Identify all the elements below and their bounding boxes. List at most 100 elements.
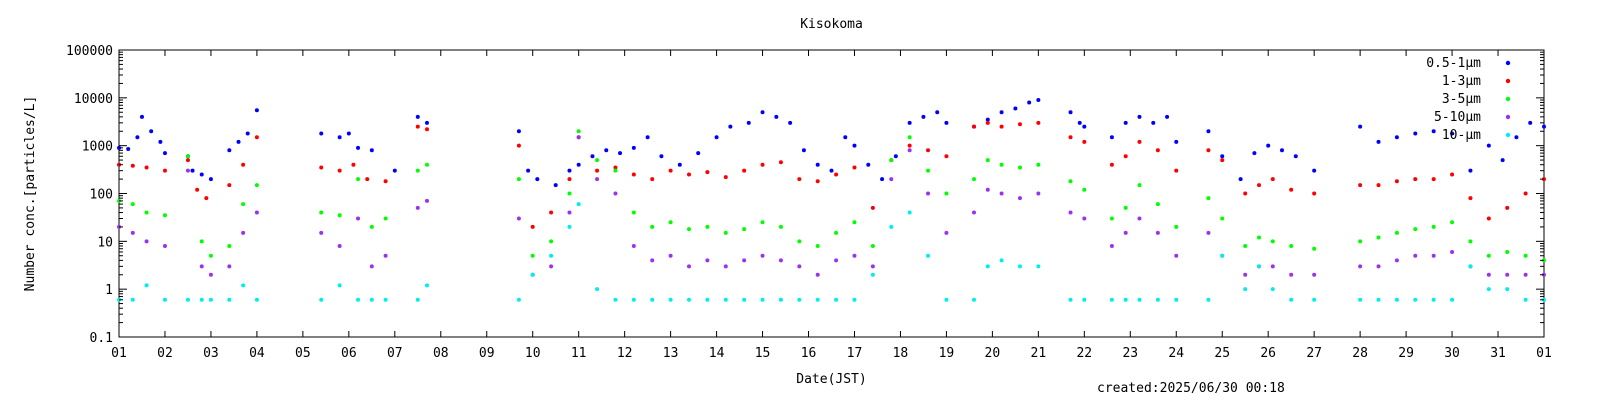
data-point xyxy=(356,145,361,150)
data-point xyxy=(880,177,885,182)
data-point xyxy=(907,135,912,140)
data-point xyxy=(162,151,167,156)
data-point xyxy=(972,177,976,182)
data-point xyxy=(1413,177,1418,182)
x-tick-label: 20 xyxy=(985,346,1001,361)
data-point xyxy=(254,135,259,140)
data-point xyxy=(1243,243,1248,248)
data-point xyxy=(815,297,820,302)
data-point xyxy=(985,187,990,192)
data-point xyxy=(797,177,802,182)
data-point xyxy=(714,135,719,140)
data-point xyxy=(815,243,820,248)
data-point xyxy=(144,239,149,244)
data-point xyxy=(415,124,420,129)
data-point xyxy=(204,196,209,201)
data-point xyxy=(1137,297,1142,302)
x-tick-label: 29 xyxy=(1398,346,1414,361)
data-point xyxy=(742,227,747,232)
x-tick-label: 28 xyxy=(1352,346,1368,361)
data-point xyxy=(241,162,246,167)
data-point xyxy=(1220,158,1225,163)
data-point xyxy=(1082,216,1087,221)
data-point xyxy=(650,258,655,263)
data-point xyxy=(1431,253,1436,258)
data-point xyxy=(1082,297,1087,302)
data-point xyxy=(1450,172,1455,177)
data-point xyxy=(1468,168,1473,173)
data-point xyxy=(834,297,839,302)
data-point xyxy=(595,158,600,163)
data-point xyxy=(843,135,848,140)
data-point xyxy=(1431,129,1436,134)
data-point xyxy=(815,272,820,277)
data-point xyxy=(516,143,521,148)
data-point xyxy=(337,135,342,140)
data-point xyxy=(424,283,429,288)
data-point xyxy=(149,129,154,134)
data-point xyxy=(356,297,361,302)
x-axis-ticks: 01 02 03 04 05 06 07 08 09 10 11 12 13 14 15 16 17 18 19 20… xyxy=(111,50,1552,361)
data-point xyxy=(760,110,765,115)
data-point xyxy=(549,210,554,215)
data-point xyxy=(356,177,361,182)
data-point xyxy=(553,183,558,188)
data-point xyxy=(185,158,190,163)
data-point xyxy=(1109,162,1114,167)
data-point xyxy=(227,297,232,302)
data-point xyxy=(907,143,912,148)
data-point xyxy=(241,283,246,288)
x-tick-label: 13 xyxy=(663,346,679,361)
data-point xyxy=(516,177,521,182)
data-point xyxy=(797,239,802,244)
x-tick-label: 24 xyxy=(1168,346,1184,361)
x-tick-label: 02 xyxy=(157,346,173,361)
x-tick-label: 18 xyxy=(893,346,909,361)
data-point xyxy=(677,162,682,167)
data-point xyxy=(1270,264,1275,269)
data-point xyxy=(162,213,167,218)
data-point xyxy=(778,297,783,302)
data-point xyxy=(926,191,931,196)
x-tick-label: 25 xyxy=(1214,346,1230,361)
data-point xyxy=(1036,162,1041,167)
x-tick-label: 07 xyxy=(387,346,403,361)
data-point xyxy=(1137,183,1142,188)
y-tick-label: 10000 xyxy=(74,92,113,107)
data-point xyxy=(999,110,1004,115)
data-point xyxy=(972,124,976,129)
data-point xyxy=(1523,253,1528,258)
data-point xyxy=(130,297,135,302)
data-point xyxy=(1358,239,1363,244)
data-point xyxy=(185,297,190,302)
data-point xyxy=(705,224,710,229)
data-point xyxy=(618,151,623,156)
data-point xyxy=(1243,272,1248,277)
data-point xyxy=(797,297,802,302)
data-point xyxy=(1413,297,1418,302)
data-point xyxy=(144,165,149,170)
data-point xyxy=(1082,124,1087,129)
data-point xyxy=(549,239,554,244)
data-point xyxy=(337,283,342,288)
data-point xyxy=(1394,297,1399,302)
y-tick-label: 0.1 xyxy=(90,331,113,346)
data-point xyxy=(1270,239,1275,244)
data-point xyxy=(1312,246,1317,251)
data-point xyxy=(1376,139,1381,144)
data-point xyxy=(852,253,857,258)
data-point xyxy=(245,131,250,136)
data-point xyxy=(1257,264,1261,269)
data-point xyxy=(1450,131,1455,136)
data-point xyxy=(999,258,1004,263)
legend-marker xyxy=(1505,114,1511,120)
data-point xyxy=(668,220,673,225)
data-point xyxy=(985,117,990,122)
data-point xyxy=(723,264,728,269)
data-point xyxy=(576,129,581,134)
data-point xyxy=(1486,272,1491,277)
data-point xyxy=(1257,235,1261,240)
data-point xyxy=(801,148,806,153)
data-point xyxy=(1528,120,1533,125)
data-point xyxy=(687,264,691,269)
